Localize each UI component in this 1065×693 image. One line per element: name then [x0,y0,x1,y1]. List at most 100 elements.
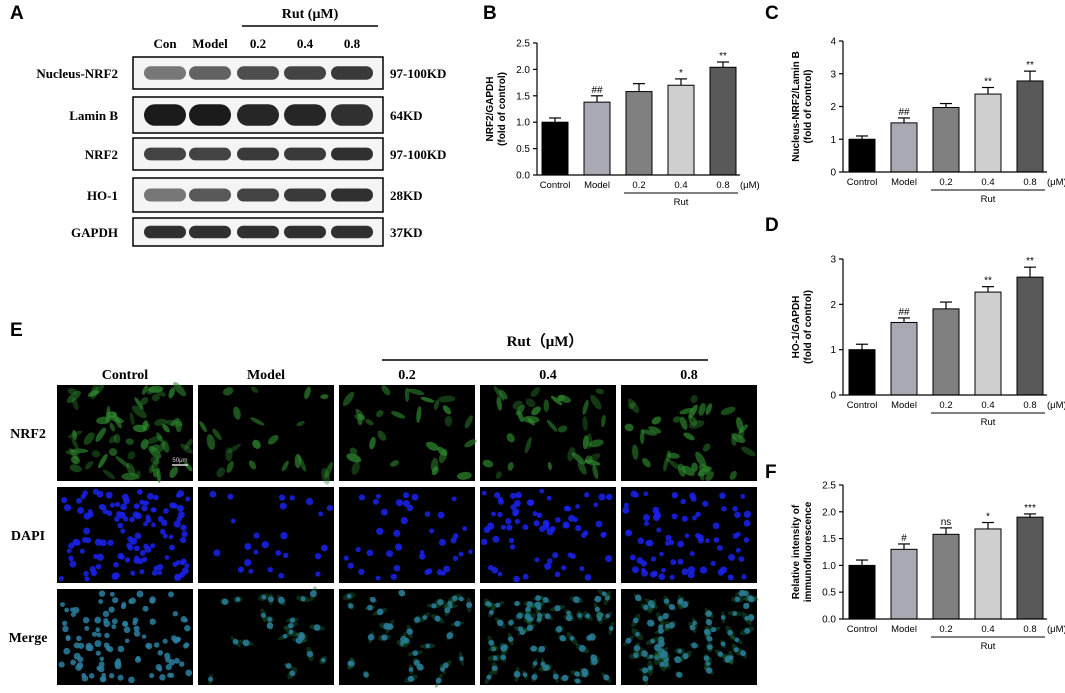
y-tick-label: 1.0 [822,561,836,572]
micrograph-tile [339,385,477,481]
blot-band [144,66,186,80]
micrograph-tile [621,589,759,686]
panel-letter-b: B [483,3,497,24]
blot-row: Lamin B 64KD [69,96,423,134]
y-tick-label: 0.0 [822,615,836,626]
blot-size-label: 97-100KD [390,66,446,81]
x-tick-label: Control [540,180,571,191]
micrograph-tile [480,589,616,685]
micrograph-tile [480,487,616,583]
x-tick-label: Model [584,180,610,191]
y-tick-label: 1 [830,135,836,146]
y-axis-label: Relative intensity ofimmunofluorescence [791,501,814,602]
x-unit-label: (μM) [1047,624,1065,635]
panel-letter-a: A [10,3,24,24]
y-tick-label: 2.0 [516,65,530,76]
significance-label: ** [719,51,727,62]
blot-band [144,225,186,239]
bar [974,528,1002,620]
y-tick-label: 3 [830,255,836,266]
significance-label: ## [591,85,603,96]
y-tick-label: 0.5 [516,144,530,155]
blot-band [237,147,279,161]
blot-band [237,66,279,80]
bar-chart-f: 0.0 0.5 1.0 1.5 2.0 2.5 Relative intensity ofi… [791,481,1065,653]
blot-row: NRF2 97-100KD [85,137,446,171]
bar [848,564,876,620]
if-column-label: Control [102,368,149,383]
x-tick-label: 0.4 [981,400,994,411]
blot-lane-label: Model [192,36,228,51]
blot-size-label: 64KD [390,108,423,123]
x-tick-label: Control [847,177,878,188]
blot-band [237,104,279,126]
bar [709,66,737,176]
x-tick-label: Model [891,177,917,188]
blot-rut-header: Rut (μM) [282,7,339,22]
if-column-label: 0.4 [539,368,557,383]
panel-letter-f: F [765,462,777,483]
x-tick-label: 0.8 [1023,624,1036,635]
bar [890,321,918,396]
micrograph-tile [57,589,193,685]
x-tick-label: 0.4 [981,624,994,635]
significance-label: ## [898,107,910,118]
micrograph-tile [339,487,475,583]
blot-band [237,225,279,239]
bar [848,138,876,173]
blot-size-label: 97-100KD [390,147,446,162]
micrograph-tile [621,385,757,482]
x-tick-label: 0.8 [1023,177,1036,188]
y-tick-label: 4 [830,37,836,48]
if-column-label: 0.8 [680,368,698,383]
blot-row: GAPDH 37KD [71,217,423,247]
if-row-label: DAPI [11,529,45,544]
bar [1016,80,1044,173]
if-row-label: Merge [9,631,48,646]
immunofluorescence-panel: Rut（μM） Control Model 0.2 0.4 0.8 NRF2 DAPI Merg… [9,332,759,688]
x-tick-label: 0.2 [939,624,952,635]
significance-label: ** [984,77,992,88]
western-blot-panel: Rut (μM) Con Model 0.2 0.4 0.8 Nucleus-NRF2 97-… [36,7,446,247]
scale-bar-label: 50μm [172,458,187,464]
significance-label: ** [1026,60,1034,71]
blot-band [144,104,186,126]
blot-band [144,147,186,161]
blot-band [189,225,231,239]
bar [848,349,876,396]
blot-band [189,147,231,161]
x-tick-label: 0.4 [674,180,687,191]
rut-group-label: Rut [981,641,996,652]
x-tick-label: 0.2 [939,400,952,411]
blot-band [144,188,186,202]
blot-row-label: HO-1 [87,188,118,203]
y-tick-label: 2.5 [822,481,836,492]
significance-label: ns [941,517,952,528]
significance-label: * [679,68,683,79]
micrograph-tile [480,385,616,481]
blot-band [284,66,326,80]
bar [890,122,918,173]
y-tick-label: 2.0 [822,507,836,518]
significance-label: # [901,533,907,544]
rut-group-label: Rut [981,194,996,205]
x-unit-label: (μM) [740,180,760,191]
blot-band [284,104,326,126]
bar [932,106,960,173]
bar [583,101,611,176]
blot-band [331,188,373,202]
x-tick-label: 0.8 [716,180,729,191]
y-axis-label: NRF2/GAPDH(fold of control) [485,72,508,146]
blot-size-label: 37KD [390,225,423,240]
y-tick-label: 2 [830,102,836,113]
bar [625,91,653,176]
bar [1016,516,1044,620]
blot-lane-label: 0.2 [250,36,266,51]
blot-row: HO-1 28KD [87,177,423,213]
x-unit-label: (μM) [1047,400,1065,411]
panel-letter-e: E [10,320,23,341]
blot-row-label: Lamin B [69,108,118,123]
y-tick-label: 1 [830,345,836,356]
rut-group-label: Rut [981,417,996,428]
significance-label: *** [1024,503,1036,514]
